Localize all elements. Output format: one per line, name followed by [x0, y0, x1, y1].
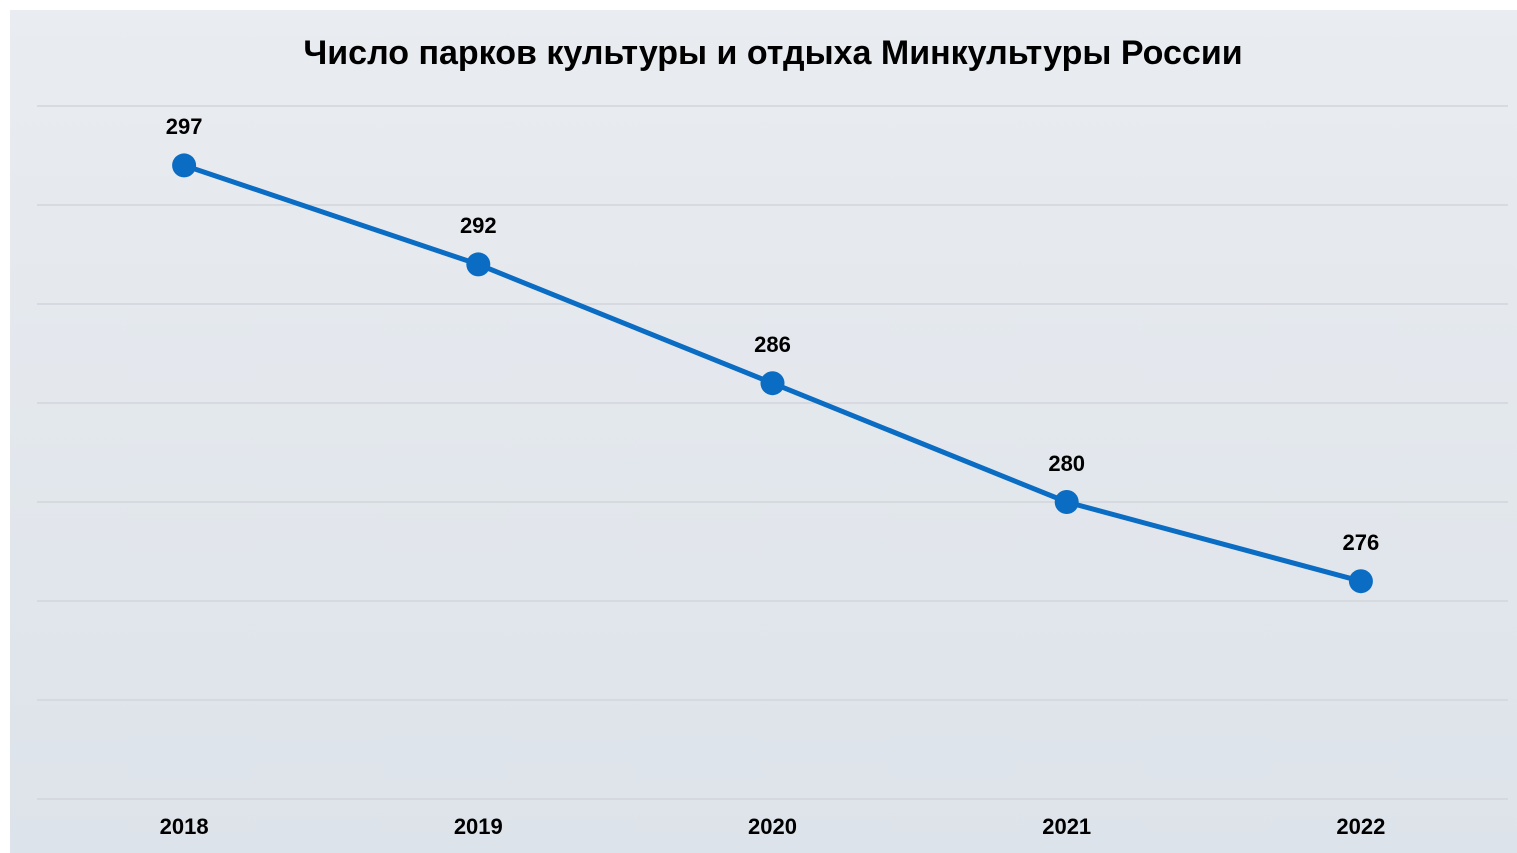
marker: [1348, 569, 1373, 594]
marker: [1054, 490, 1079, 514]
chart-title: Число парков культуры и отдыха Минкульту…: [303, 34, 1242, 72]
data-label: 297: [166, 114, 203, 139]
x-tick-label: 2021: [1042, 814, 1091, 839]
data-label: 280: [1048, 451, 1085, 476]
x-tick-label: 2022: [1336, 814, 1385, 839]
x-tick-label: 2020: [748, 814, 797, 839]
marker: [760, 371, 785, 396]
chart-background: [10, 10, 1517, 853]
data-label: 292: [460, 213, 497, 238]
marker: [172, 153, 197, 178]
data-label: 276: [1343, 530, 1380, 555]
data-label: 286: [754, 332, 791, 357]
x-tick-label: 2019: [454, 814, 503, 839]
x-tick-label: 2018: [160, 814, 209, 839]
marker: [466, 252, 491, 277]
